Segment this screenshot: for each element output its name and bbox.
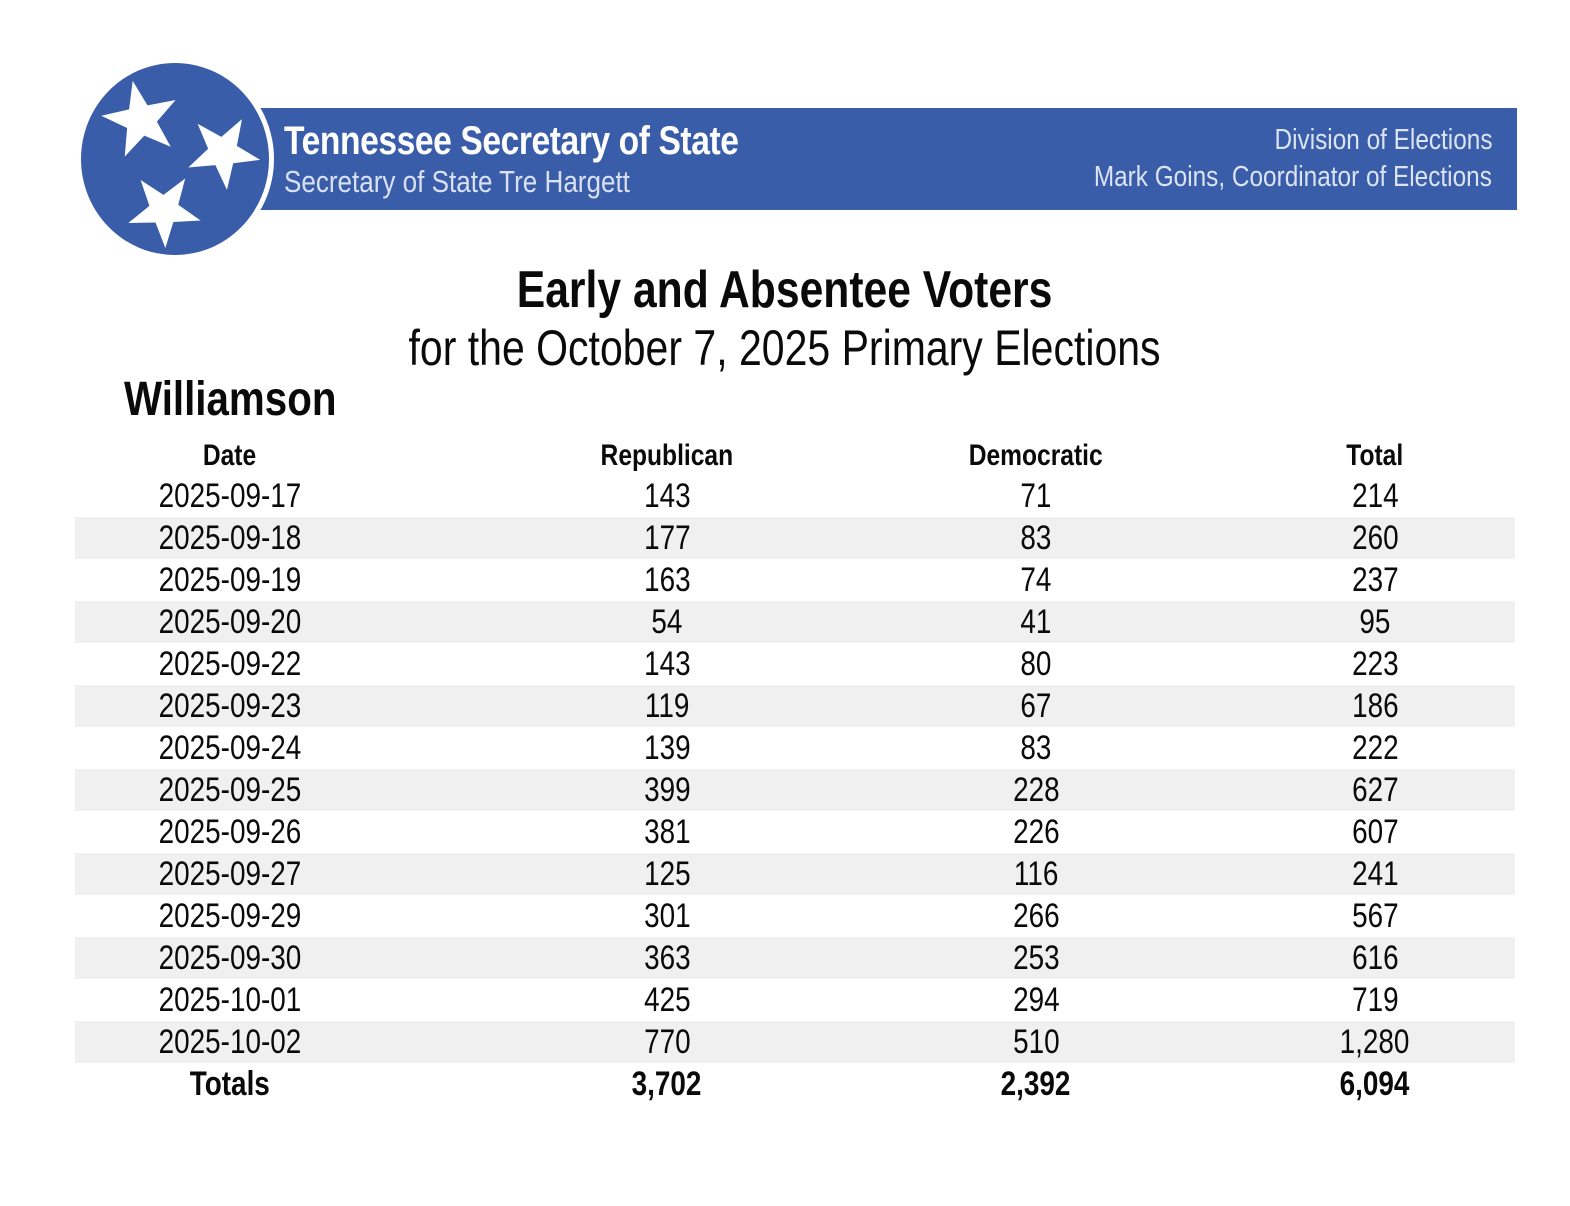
totals-total: 6,094	[1340, 1064, 1410, 1103]
banner-right: Division of Elections Mark Goins, Coordi…	[1018, 122, 1492, 196]
table-cell: 2025-09-24	[158, 728, 302, 767]
table-row: 2025-09-23 119 67 186	[75, 685, 1515, 727]
table-body: 2025-09-17 143 71 214 2025-09-18 177 83 260 2025…	[75, 475, 1515, 1063]
table-cell: 143	[643, 644, 691, 683]
table-cell: 2025-10-01	[158, 980, 302, 1019]
coordinator-line: Mark Goins, Coordinator of Elections	[1093, 161, 1492, 193]
table-cell: 237	[1351, 560, 1399, 599]
table-cell: 266	[1012, 896, 1060, 935]
table-row: 2025-09-30 363 253 616	[75, 937, 1515, 979]
table-cell: 260	[1351, 518, 1399, 557]
totals-republican: 3,702	[632, 1064, 702, 1103]
table-row: 2025-09-22 143 80 223	[75, 643, 1515, 685]
table-row: 2025-09-27 125 116 241	[75, 853, 1515, 895]
star-bottom-icon	[128, 178, 201, 248]
banner-left: Tennessee Secretary of State Secretary o…	[284, 119, 825, 200]
table-cell: 253	[1012, 938, 1060, 977]
totals-label: Totals	[189, 1064, 271, 1103]
table-row: 2025-10-02 770 510 1,280	[75, 1021, 1515, 1063]
table-cell: 363	[643, 938, 691, 977]
table-cell: 2025-09-22	[158, 644, 302, 683]
table-cell: 425	[643, 980, 691, 1019]
table-cell: 301	[643, 896, 691, 935]
table-cell: 95	[1359, 602, 1391, 641]
table-cell: 2025-09-27	[158, 854, 302, 893]
table-header-row: Date Republican Democratic Total	[75, 437, 1515, 475]
table-cell: 2025-09-30	[158, 938, 302, 977]
totals-democratic: 2,392	[1001, 1064, 1071, 1103]
banner-title: Tennessee Secretary of State	[284, 118, 739, 163]
table-row: 2025-09-25 399 228 627	[75, 769, 1515, 811]
table-cell: 2025-09-29	[158, 896, 302, 935]
table-cell: 616	[1351, 938, 1399, 977]
page-title-block: Early and Absentee Voters for the Octobe…	[0, 262, 1570, 376]
table-cell: 214	[1351, 476, 1399, 515]
table-cell: 163	[643, 560, 691, 599]
table-cell: 67	[1020, 686, 1052, 725]
table-row: 2025-09-26 381 226 607	[75, 811, 1515, 853]
page-subtitle: for the October 7, 2025 Primary Election…	[408, 320, 1162, 376]
table-cell: 74	[1020, 560, 1052, 599]
table-row: 2025-09-20 54 41 95	[75, 601, 1515, 643]
county-heading: Williamson	[124, 373, 337, 426]
table-cell: 54	[651, 602, 683, 641]
table-cell: 627	[1351, 770, 1399, 809]
table-cell: 119	[644, 686, 690, 725]
table-row: 2025-09-19 163 74 237	[75, 559, 1515, 601]
tristar-icon	[76, 58, 274, 260]
col-header-democratic: Democratic	[969, 439, 1103, 472]
table-cell: 116	[1013, 854, 1059, 893]
star-right-icon	[188, 119, 261, 190]
table-cell: 80	[1020, 644, 1052, 683]
table-cell: 770	[643, 1022, 691, 1061]
table-cell: 2025-09-18	[158, 518, 302, 557]
table-row: 2025-09-29 301 266 567	[75, 895, 1515, 937]
table-cell: 381	[643, 812, 691, 851]
page-title: Early and Absentee Voters	[517, 261, 1053, 319]
table-cell: 2025-09-25	[158, 770, 302, 809]
header-banner: Tennessee Secretary of State Secretary o…	[200, 108, 1517, 210]
table-cell: 294	[1012, 980, 1060, 1019]
table-row: 2025-09-17 143 71 214	[75, 475, 1515, 517]
table-cell: 223	[1351, 644, 1399, 683]
table-row: 2025-09-18 177 83 260	[75, 517, 1515, 559]
table-cell: 143	[643, 476, 691, 515]
table-cell: 222	[1351, 728, 1399, 767]
table-totals-row: Totals 3,702 2,392 6,094	[75, 1063, 1515, 1105]
table-cell: 83	[1020, 518, 1052, 557]
table-cell: 186	[1351, 686, 1399, 725]
tennessee-tristar-logo	[76, 58, 274, 265]
table-cell: 1,280	[1340, 1022, 1410, 1061]
table-row: 2025-09-24 139 83 222	[75, 727, 1515, 769]
table-cell: 2025-10-02	[158, 1022, 302, 1061]
voters-table: Date Republican Democratic Total 2025-09…	[75, 437, 1515, 1105]
table-cell: 71	[1020, 476, 1052, 515]
banner-subtitle: Secretary of State Tre Hargett	[284, 163, 630, 199]
col-header-date: Date	[203, 439, 257, 472]
table-cell: 83	[1020, 728, 1052, 767]
table-cell: 177	[643, 518, 691, 557]
table-cell: 41	[1020, 602, 1052, 641]
division-line: Division of Elections	[1274, 124, 1492, 156]
col-header-total: Total	[1346, 439, 1404, 472]
table-cell: 719	[1351, 980, 1399, 1019]
table-cell: 510	[1012, 1022, 1060, 1061]
table-cell: 2025-09-19	[158, 560, 302, 599]
table-cell: 399	[643, 770, 691, 809]
col-header-republican: Republican	[600, 439, 734, 472]
table-cell: 139	[643, 728, 691, 767]
table-cell: 226	[1012, 812, 1060, 851]
table-row: 2025-10-01 425 294 719	[75, 979, 1515, 1021]
table-cell: 2025-09-20	[158, 602, 302, 641]
table-cell: 567	[1351, 896, 1399, 935]
table-cell: 2025-09-23	[158, 686, 302, 725]
table-cell: 2025-09-17	[158, 476, 302, 515]
table-cell: 241	[1351, 854, 1399, 893]
table-cell: 228	[1012, 770, 1060, 809]
table-cell: 2025-09-26	[158, 812, 302, 851]
table-cell: 607	[1351, 812, 1399, 851]
table-cell: 125	[643, 854, 691, 893]
star-top-left-icon	[101, 80, 176, 157]
